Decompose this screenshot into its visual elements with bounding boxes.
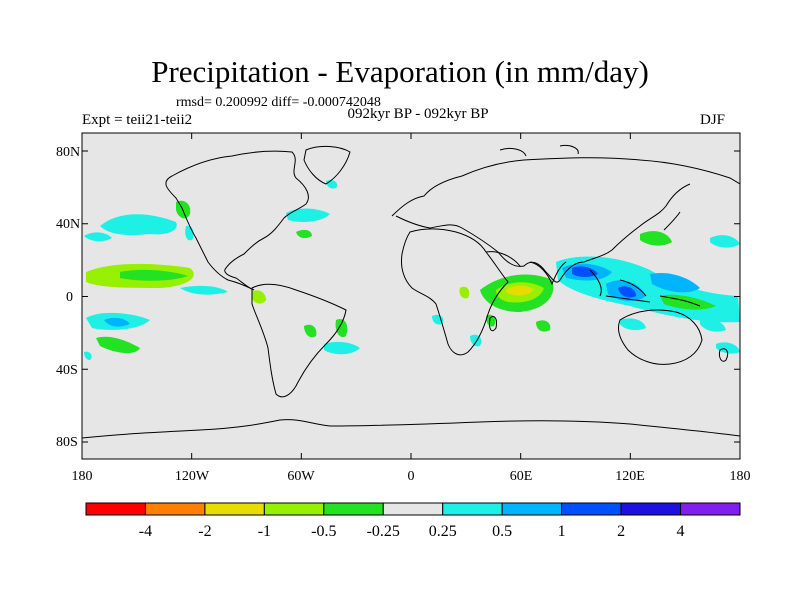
coast-australia (617, 309, 703, 365)
lat-tick-label: 0 (66, 290, 73, 305)
coast-japan (663, 211, 681, 231)
anomaly-east-asia-green (640, 231, 672, 246)
anomaly-south-atlantic-green (335, 318, 348, 338)
longitude-labels: 180 120W 60W 0 60E 120E 180 (72, 469, 751, 484)
anomaly-bay-of-bengal-core (572, 266, 598, 277)
colorbar-swatch (680, 502, 741, 516)
coast-south-america (251, 283, 347, 398)
anomaly-east-pacific (180, 285, 228, 295)
anomaly-south-atlantic-cyan (324, 341, 360, 355)
experiment-label: Expt = teii21-teii2 (82, 112, 193, 128)
coastlines (82, 145, 740, 439)
colorbar-swatch (561, 502, 622, 516)
colorbar-label: -2 (198, 523, 211, 540)
colorbar (85, 502, 741, 516)
anomaly-coral-sea (700, 318, 726, 332)
anomaly-south-pacific-blue (104, 317, 130, 327)
coast-africa (401, 228, 509, 356)
colorbar-label: 4 (677, 523, 685, 540)
stats-label: rmsd= 0.200992 diff= -0.000742048 (176, 95, 381, 110)
coast-arctic-islands (499, 145, 579, 157)
colorbar-label: -0.25 (367, 523, 400, 540)
anomaly-indian-ocean-yellow (506, 285, 534, 296)
colorbar-label: -1 (258, 523, 271, 540)
anomaly-north-pacific (100, 214, 177, 236)
anomaly-west-pacific-blue (650, 272, 700, 293)
anomaly-south-indian-ocean (536, 320, 551, 332)
lon-tick-label: 120W (175, 469, 210, 484)
anomaly-amazon (252, 290, 266, 304)
coast-new-zealand (719, 348, 729, 362)
colorbar-swatch (204, 502, 265, 516)
anomaly-indonesia-core (618, 286, 636, 298)
lon-tick-label: 0 (408, 469, 415, 484)
lat-tick-label: 80N (56, 145, 80, 160)
colorbar-swatch (442, 502, 503, 516)
season-label: DJF (700, 112, 726, 128)
lat-tick-label: 40S (56, 363, 78, 378)
colorbar-label: 0.5 (492, 523, 512, 540)
colorbar-label: 2 (617, 523, 625, 540)
coast-arabia-india (485, 251, 567, 286)
colorbar-swatch (501, 502, 563, 516)
latitude-labels: 80N 40N 0 40S 80S (56, 145, 80, 450)
coast-greenland (303, 145, 351, 185)
map-title: Precipitation - Evaporation (in mm/day) (151, 54, 649, 89)
colorbar-label: 0.25 (429, 523, 457, 540)
lon-tick-label: 60E (510, 469, 533, 484)
lon-tick-label: 180 (72, 469, 93, 484)
lon-tick-label: 180 (730, 469, 751, 484)
coast-north-america (165, 150, 309, 291)
anomaly-south-pacific-green (96, 336, 140, 354)
colorbar-swatch (382, 502, 444, 516)
anomaly-tasman-sea (716, 342, 740, 354)
anomaly-gulf-guinea (459, 286, 470, 299)
anomaly-north-west-pacific (710, 235, 740, 248)
coast-madagascar (489, 315, 497, 332)
anomaly-north-australia (620, 318, 646, 331)
coast-antarctica (82, 419, 740, 439)
anomaly-madagascar (486, 314, 496, 327)
colorbar-label: -0.5 (311, 523, 336, 540)
axis-ticks (81, 133, 741, 459)
colorbar-swatch (263, 502, 325, 516)
colorbar-label: 1 (558, 523, 566, 540)
colorbar-swatch (323, 502, 384, 516)
anomaly-south-pacific-cyan (84, 351, 92, 360)
anomaly-atlantic-green (296, 229, 312, 239)
colorbar-swatch (144, 502, 206, 516)
coast-southeast-asia (589, 269, 701, 307)
anomaly-brazil (304, 324, 317, 338)
colorbar-swatch (620, 502, 682, 516)
anomaly-itcz-pacific-core (120, 269, 188, 281)
anomaly-west-pacific-small (84, 232, 112, 242)
colorbar-labels: -4 -2 -1 -0.5 -0.25 0.25 0.5 1 2 4 (139, 523, 685, 540)
lon-tick-label: 60W (287, 469, 315, 484)
lat-tick-label: 80S (56, 435, 78, 450)
lon-tick-label: 120E (615, 469, 645, 484)
anomaly-north-atlantic (286, 208, 330, 222)
anomaly-fields (84, 179, 740, 360)
period-label: 092kyr BP - 092kyr BP (347, 106, 489, 122)
colorbar-label: -4 (139, 523, 152, 540)
lat-tick-label: 40N (56, 217, 80, 232)
colorbar-swatch (85, 502, 146, 516)
